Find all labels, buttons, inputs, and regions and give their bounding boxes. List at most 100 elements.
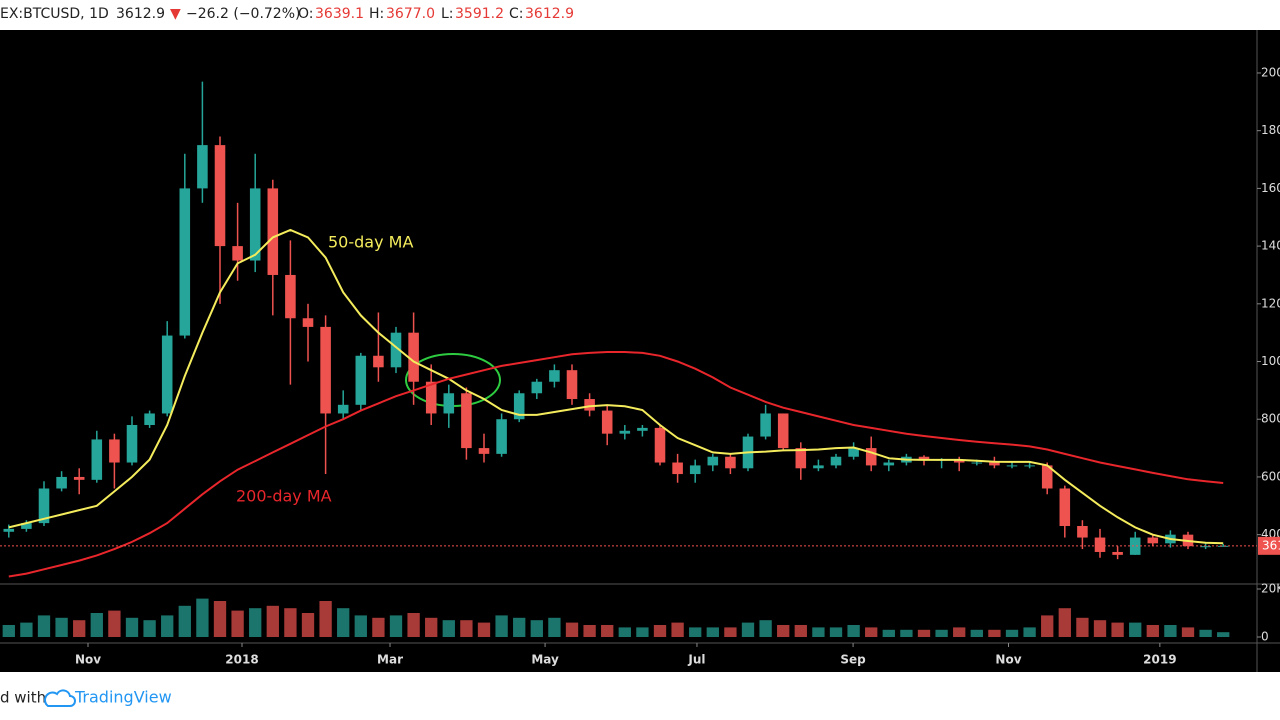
volume-bar	[1181, 627, 1195, 637]
volume-bar	[196, 598, 209, 637]
candle-body	[3, 528, 15, 532]
volume-bar	[882, 629, 895, 637]
volume-bar	[865, 627, 878, 637]
high-value: 3677.0	[386, 6, 435, 22]
volume-bar	[90, 613, 103, 637]
candle-body	[390, 332, 402, 368]
open-label: O:	[298, 6, 314, 22]
volume-bar	[724, 627, 737, 637]
y-tick-label: 12000.0	[1261, 296, 1280, 310]
y-tick-label: 14000.0	[1261, 239, 1280, 253]
candle-body	[1112, 551, 1123, 555]
candle-body	[1041, 465, 1053, 489]
candle-body	[989, 462, 1000, 466]
candle-body	[1077, 526, 1088, 538]
volume-bar	[671, 622, 684, 637]
volume-tick-label: 20K	[1261, 582, 1280, 596]
volume-bar	[583, 625, 596, 637]
volume-bar	[1058, 608, 1071, 637]
volume-bar	[935, 629, 948, 637]
volume-bar	[565, 622, 579, 637]
volume-bar	[301, 613, 315, 637]
volume-bar	[777, 625, 790, 637]
candle-body	[971, 462, 983, 464]
volume-bar	[741, 622, 755, 637]
brand-link[interactable]: TradingView	[74, 688, 172, 707]
ma-label: 50-day MA	[328, 233, 413, 252]
candle-body	[637, 427, 648, 431]
candle-body	[549, 370, 560, 382]
x-tick-label: Jul	[687, 653, 705, 667]
moving-average	[8, 351, 1224, 578]
open-value: 3639.1	[315, 6, 364, 22]
footer-bg	[0, 672, 1280, 720]
x-tick-label: Sep	[840, 653, 866, 667]
volume-bar	[689, 627, 702, 637]
header-bg	[0, 0, 1280, 30]
candle-body	[584, 399, 595, 411]
high-label: H:	[369, 6, 384, 22]
volume-bar	[917, 629, 931, 637]
candle-body	[725, 456, 736, 469]
low-value: 3591.2	[455, 6, 504, 22]
volume-bar	[495, 615, 508, 637]
volume-bar	[266, 605, 279, 637]
y-tick-label: 8000.0	[1261, 412, 1280, 426]
volume-bar	[970, 629, 983, 637]
volume-bar	[407, 613, 420, 637]
volume-bar	[847, 625, 860, 637]
candle-body	[531, 381, 543, 394]
candle-body	[161, 335, 173, 414]
candle-body	[285, 274, 296, 319]
candle-body	[478, 448, 490, 454]
chart-bg	[0, 30, 1280, 672]
volume-bar	[988, 629, 1001, 637]
last-price-label: 3612.9	[1262, 538, 1280, 552]
y-tick-label: 10000.0	[1261, 354, 1280, 368]
candle-body	[355, 355, 367, 405]
volume-bar	[372, 617, 385, 637]
volume-bar	[2, 625, 15, 637]
candle-body	[848, 448, 859, 457]
candle-body	[91, 439, 103, 480]
candle-body	[56, 476, 67, 489]
candle-body	[1094, 537, 1106, 552]
brand-logo[interactable]	[44, 689, 76, 707]
volume-tick-label: 0	[1261, 630, 1269, 644]
candle-body	[1217, 545, 1229, 547]
candle-body	[179, 188, 191, 336]
candle-body	[672, 462, 683, 475]
volume-bar	[37, 615, 51, 637]
y-tick-label: 6000.0	[1261, 469, 1280, 483]
x-tick-label: 2018	[225, 653, 258, 667]
volume-bar	[389, 615, 403, 637]
volume-bar	[20, 622, 33, 637]
moving-average	[8, 228, 1224, 545]
change: −26.2 (−0.72%)	[186, 6, 300, 22]
volume-bar	[794, 625, 807, 637]
candle-body	[760, 413, 771, 437]
candle-body	[373, 355, 384, 368]
volume-bar	[1129, 622, 1142, 637]
x-tick-label: May	[531, 653, 559, 667]
last-price: 3612.9	[116, 6, 165, 22]
volume-bar	[1005, 629, 1019, 637]
volume-bar	[812, 627, 825, 637]
volume-bar	[442, 620, 455, 637]
candle-body	[707, 456, 719, 466]
volume-bar	[55, 617, 68, 637]
volume-bar	[143, 620, 156, 637]
candle-body	[320, 326, 331, 414]
candle-body	[249, 188, 261, 261]
candle-body	[777, 413, 789, 449]
candle-body	[795, 448, 807, 469]
x-tick-label: Mar	[377, 653, 403, 667]
x-tick-label: Nov	[75, 653, 101, 667]
candle-body	[513, 393, 525, 420]
volume-bar	[477, 622, 491, 637]
volume-bar	[460, 620, 473, 637]
candle-body	[496, 419, 507, 454]
symbol: EX:BTCUSD, 1D	[0, 6, 109, 22]
candle-body	[425, 381, 437, 414]
volume-bar	[125, 617, 139, 637]
